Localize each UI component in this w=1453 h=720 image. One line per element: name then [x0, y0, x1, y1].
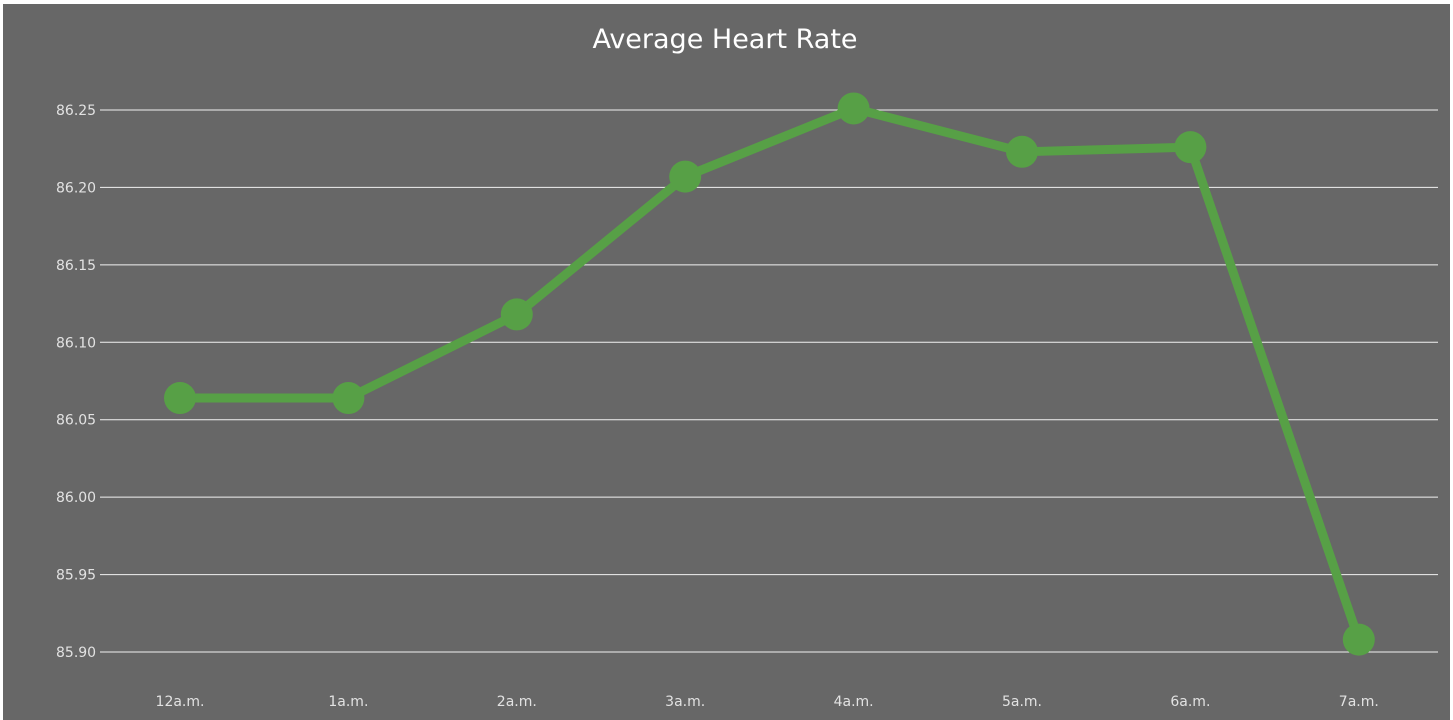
data-point-marker[interactable]: [837, 92, 870, 125]
y-tick-label: 86.25: [56, 103, 96, 119]
y-tick-label: 85.90: [56, 645, 96, 661]
x-tick-label: 6a.m.: [1170, 694, 1210, 710]
data-point-marker[interactable]: [1342, 623, 1375, 656]
y-tick-label: 86.15: [56, 258, 96, 274]
line-series-group: [175, 103, 1364, 645]
series-line: [175, 103, 1364, 645]
x-tick-label: 1a.m.: [328, 694, 368, 710]
data-point-marker[interactable]: [1174, 131, 1207, 164]
x-axis-tick-labels: 12a.m. 1a.m. 2a.m. 3a.m. 4a.m. 5a.m. 6a.m. 7a.m…: [156, 694, 1379, 710]
y-tick-label: 86.20: [56, 180, 96, 196]
y-axis-tick-labels: 86.25 86.20 86.15 86.10 86.05 86.00 85.95 85.90: [56, 103, 96, 661]
data-point-marker[interactable]: [669, 160, 702, 193]
x-tick-label: 5a.m.: [1002, 694, 1042, 710]
y-tick-label: 86.00: [56, 490, 96, 506]
x-tick-label: 4a.m.: [834, 694, 874, 710]
x-tick-label: 12a.m.: [156, 694, 205, 710]
y-tick-label: 86.05: [56, 413, 96, 429]
y-tick-label: 85.95: [56, 568, 96, 584]
grid-group: [100, 109, 1438, 653]
x-tick-label: 3a.m.: [665, 694, 705, 710]
data-point-marker[interactable]: [164, 382, 196, 415]
data-point-marker[interactable]: [332, 382, 365, 415]
chart-background: [3, 4, 1450, 720]
marker-group: [164, 92, 1375, 656]
chart-title: Average Heart Rate: [592, 24, 857, 55]
data-point-marker[interactable]: [500, 298, 533, 331]
data-point-marker[interactable]: [1006, 135, 1038, 168]
y-tick-label: 86.10: [56, 335, 96, 351]
x-tick-label: 7a.m.: [1339, 694, 1379, 710]
x-tick-label: 2a.m.: [497, 694, 537, 710]
